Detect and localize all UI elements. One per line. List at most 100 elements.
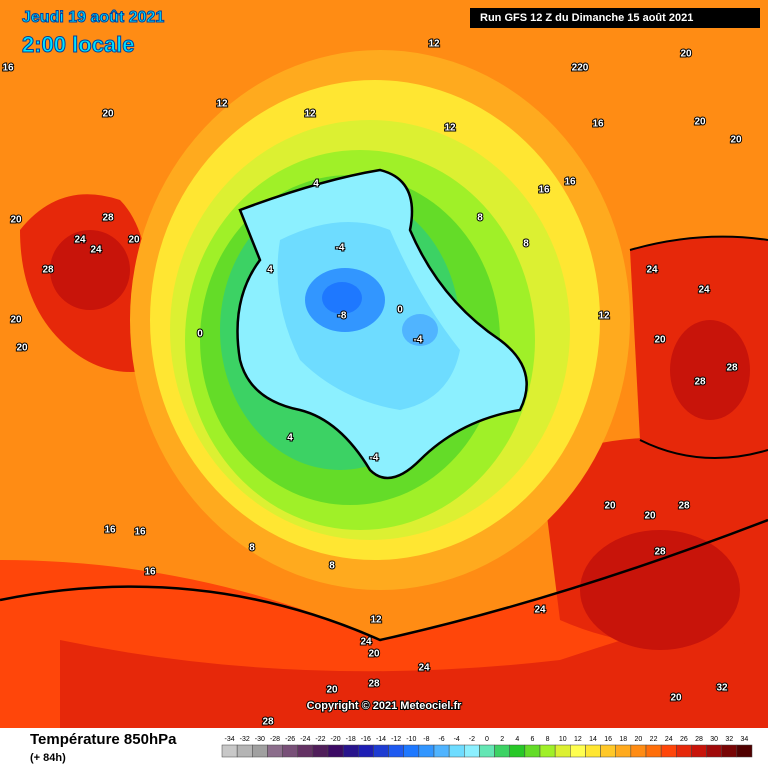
temp-label: 20 bbox=[730, 135, 742, 146]
temp-label: 4 bbox=[287, 433, 293, 444]
temp-label: 0 bbox=[197, 329, 203, 340]
temp-label: 28 bbox=[654, 547, 666, 558]
temp-label: 16 bbox=[144, 567, 156, 578]
scale-swatch bbox=[554, 744, 571, 758]
scale-tick-label: -16 bbox=[361, 736, 371, 743]
scale-tick-label: -6 bbox=[438, 736, 444, 743]
scale-swatch bbox=[539, 744, 556, 758]
temp-label: 0 bbox=[397, 305, 403, 316]
scale-swatch bbox=[600, 744, 616, 758]
scale-swatch bbox=[736, 744, 753, 758]
temp-label: 24 bbox=[360, 637, 372, 648]
scale-tick-label: 14 bbox=[589, 736, 597, 743]
map bbox=[0, 0, 768, 728]
scale-swatch bbox=[570, 744, 586, 758]
temp-label: 16 bbox=[104, 525, 116, 536]
time: 2:00 locale bbox=[22, 32, 135, 57]
scale-tick-label: -2 bbox=[469, 736, 475, 743]
temp-label: 24 bbox=[74, 235, 86, 246]
scale-swatch bbox=[645, 744, 662, 758]
temp-label: 28 bbox=[102, 213, 114, 224]
scale-tick-label: 34 bbox=[741, 736, 749, 743]
temp-label: 24 bbox=[698, 285, 710, 296]
temp-label: 24 bbox=[534, 605, 546, 616]
temp-label: 20 bbox=[10, 315, 22, 326]
scale-tick-label: -18 bbox=[346, 736, 356, 743]
temp-label: 32 bbox=[716, 683, 728, 694]
copyright: Copyright © 2021 Meteociel.fr bbox=[307, 700, 463, 712]
temp-label: 12 bbox=[598, 311, 610, 322]
temp-label: 20 bbox=[102, 109, 114, 120]
scale-swatch bbox=[358, 744, 374, 758]
scale-tick-label: -32 bbox=[240, 736, 250, 743]
scale-swatch bbox=[615, 744, 632, 758]
scale-swatch bbox=[721, 744, 738, 758]
scale-swatch bbox=[464, 744, 480, 758]
scale-tick-label: -4 bbox=[454, 736, 460, 743]
temp-label: 28 bbox=[42, 265, 54, 276]
scale-tick-label: -10 bbox=[406, 736, 416, 743]
temp-label: 28 bbox=[368, 679, 380, 690]
temp-label: 16 bbox=[2, 63, 14, 74]
scale-tick-label: 8 bbox=[546, 736, 550, 743]
scale-swatch bbox=[236, 744, 253, 758]
scale-tick-label: 12 bbox=[574, 736, 582, 743]
scale-tick-label: -8 bbox=[423, 736, 429, 743]
scale-tick-label: 16 bbox=[604, 736, 612, 743]
temp-label: 28 bbox=[694, 377, 706, 388]
run-box bbox=[470, 8, 760, 28]
temp-label: -4 bbox=[336, 243, 345, 254]
temp-label: 220 bbox=[572, 63, 589, 74]
date: Jeudi 19 août 2021 bbox=[22, 9, 164, 26]
run-info: Run GFS 12 Z du Dimanche 15 août 2021 bbox=[480, 12, 693, 24]
scale-swatch bbox=[282, 744, 298, 758]
legend-subtitle: (+ 84h) bbox=[30, 752, 66, 764]
temp-label: 8 bbox=[329, 561, 335, 572]
temp-label: 12 bbox=[304, 109, 316, 120]
temp-label: 20 bbox=[10, 215, 22, 226]
temp-label: 28 bbox=[678, 501, 690, 512]
temp-label: 12 bbox=[428, 39, 440, 50]
temp-label: 20 bbox=[604, 501, 616, 512]
scale-tick-label: 26 bbox=[680, 736, 688, 743]
scale-swatch bbox=[388, 744, 404, 758]
scale-tick-label: 32 bbox=[725, 736, 733, 743]
temp-label: 20 bbox=[670, 693, 682, 704]
scale-tick-label: 18 bbox=[619, 736, 627, 743]
temp-label: 16 bbox=[592, 119, 604, 130]
temp-label: 24 bbox=[418, 663, 430, 674]
scale-swatch bbox=[327, 744, 344, 758]
scale-swatch bbox=[297, 744, 314, 758]
scale-tick-label: 4 bbox=[515, 736, 519, 743]
scale-tick-label: -34 bbox=[225, 736, 235, 743]
scale-swatch bbox=[691, 744, 707, 758]
scale-tick-label: -24 bbox=[300, 736, 310, 743]
color-scale: -34 -32 -30 -28 -26 -24 -22 -20 -18 -16 -14 -12 -10-… bbox=[221, 736, 753, 758]
scale-tick-label: 10 bbox=[559, 736, 567, 743]
scale-tick-label: 30 bbox=[710, 736, 718, 743]
scale-tick-label: 24 bbox=[665, 736, 673, 743]
scale-tick-label: -22 bbox=[315, 736, 325, 743]
scale-swatch bbox=[509, 744, 526, 758]
scale-swatch bbox=[433, 744, 450, 758]
temp-label: -4 bbox=[370, 453, 379, 464]
scale-swatch bbox=[312, 744, 329, 758]
temp-label: 12 bbox=[444, 123, 456, 134]
temp-label: 20 bbox=[680, 49, 692, 60]
temp-label: 4 bbox=[313, 179, 319, 190]
scale-tick-label: -20 bbox=[331, 736, 341, 743]
temp-label: 20 bbox=[644, 511, 656, 522]
temp-label: 28 bbox=[262, 717, 274, 728]
scale-swatch bbox=[221, 744, 238, 758]
scale-swatch bbox=[267, 744, 283, 758]
temp-label: -4 bbox=[414, 335, 423, 346]
scale-tick-label: -26 bbox=[285, 736, 295, 743]
scale-swatch bbox=[479, 744, 495, 758]
scale-swatch bbox=[342, 744, 359, 758]
temp-label: 20 bbox=[128, 235, 140, 246]
scale-tick-label: 2 bbox=[500, 736, 504, 743]
temp-label: 20 bbox=[326, 685, 338, 696]
temp-label: 20 bbox=[654, 335, 666, 346]
scale-swatch bbox=[630, 744, 647, 758]
